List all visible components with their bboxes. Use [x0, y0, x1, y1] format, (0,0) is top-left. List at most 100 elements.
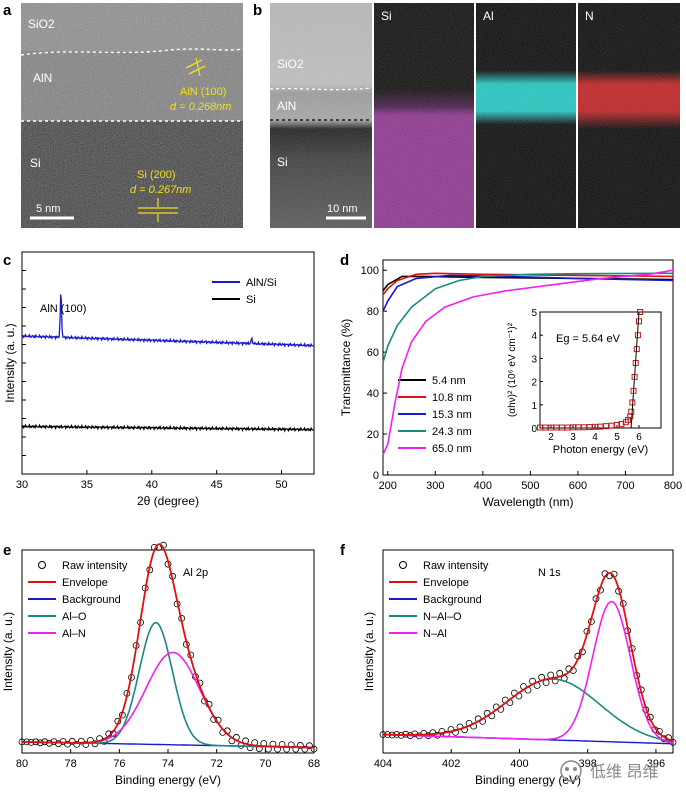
inset-ytick-label: 4	[531, 331, 537, 342]
xrd-xtick-label: 35	[81, 479, 93, 491]
inset-xtick-label: 6	[636, 432, 642, 443]
trans-xtick-label: 600	[569, 480, 587, 492]
xps-f-legend-label: N–Al	[423, 628, 447, 640]
inset-point	[637, 309, 644, 315]
xps-f-xtick-label: 402	[442, 758, 460, 770]
trans-ytick-label: 20	[367, 429, 379, 441]
xps-f-envelope-line	[383, 572, 674, 742]
eds-map-al-texture	[476, 3, 576, 228]
trans-legend-label: 24.3 nm	[432, 426, 472, 438]
xps-e-xtick-label: 72	[211, 758, 223, 770]
trans-ytick-label: 80	[367, 306, 379, 318]
panel-label-e: e	[3, 542, 11, 559]
xps-e-xlabel: Binding energy (eV)	[115, 773, 221, 787]
scalebar-a-label: 5 nm	[36, 203, 60, 215]
aln-spacing-label: d = 0.268nm	[170, 101, 231, 113]
trans-ytick-label: 60	[367, 347, 379, 359]
inset-ytick-label: 5	[531, 308, 537, 319]
panel-label-c: c	[3, 252, 11, 269]
xrd-legend-label: AlN/Si	[246, 277, 277, 289]
inset-xlabel: Photon energy (eV)	[553, 444, 648, 456]
xps-e-envelope-line	[21, 543, 315, 749]
inset-annotation: Eg = 5.64 eV	[556, 333, 621, 345]
xps-f-raw-point	[433, 731, 441, 739]
xps-e-legend-label: Background	[62, 594, 121, 606]
panel-label-b: b	[253, 2, 262, 19]
si-spacing-marker	[138, 198, 178, 222]
xps-f-xtick-label: 404	[374, 758, 392, 770]
trans-xtick-label: 400	[474, 480, 492, 492]
trans-xtick-label: 300	[426, 480, 444, 492]
watermark: 低维 昂维	[560, 760, 658, 782]
eds-map-si-texture	[374, 3, 474, 228]
xrd-xtick-label: 50	[275, 479, 287, 491]
layer-label-sio2: SiO2	[28, 17, 55, 31]
inset-point	[618, 421, 625, 428]
watermark-text: 低维 昂维	[590, 763, 658, 781]
chart-xps-al2p: e 80 78 76 74 72 70 68 Binding energy (eV) Intens…	[1, 541, 320, 787]
inset-point	[628, 408, 635, 415]
xps-f-raw-point	[452, 729, 459, 736]
si-spacing-label: d = 0.267nm	[130, 184, 191, 196]
trans-legend-label: 5.4 nm	[432, 375, 466, 387]
aln-plane-label: AlN (100)	[180, 86, 226, 98]
xps-f-xtick-label: 400	[510, 758, 528, 770]
panel-label-a: a	[3, 2, 12, 19]
xps-e-component-line	[21, 651, 315, 749]
xps-e-legend-label: Al–N	[62, 628, 86, 640]
trans-series-line	[382, 272, 674, 296]
xps-f-xlabel: Binding energy (eV)	[475, 773, 581, 787]
xrd-xlabel: 2θ (degree)	[137, 494, 199, 508]
trans-series-line	[382, 274, 674, 312]
xrd-legend-label: Si	[246, 294, 256, 306]
layer-label-si: Si	[30, 156, 41, 170]
trans-xtick-label: 800	[664, 480, 682, 492]
xps-e-legend-marker	[38, 561, 46, 569]
inset-ytick-label: 2	[531, 378, 537, 389]
xrd-series-line	[21, 294, 315, 348]
xrd-series-line	[21, 423, 315, 433]
panel-label-f: f	[340, 542, 346, 559]
eds-map-n-title: N	[585, 9, 594, 23]
inset-xtick-label: 2	[548, 432, 554, 443]
xps-e-raw-point	[310, 745, 318, 753]
scalebar-b-label: 10 nm	[327, 203, 358, 215]
xrd-peak-annotation: AlN (100)	[40, 303, 86, 315]
eds-map-si-title: Si	[381, 9, 392, 23]
inset-ytick-label: 1	[531, 401, 537, 412]
inset-ylabel: (αhν)² (10⁶ eV cm⁻¹)²	[507, 322, 518, 417]
watermark-icon	[560, 760, 582, 782]
inset-point	[614, 421, 620, 428]
b-layer-label-si: Si	[277, 155, 288, 169]
xps-e-xtick-label: 70	[259, 758, 271, 770]
trans-frame	[382, 259, 674, 476]
trans-xtick-label: 500	[521, 480, 539, 492]
inset-ytick-label: 3	[531, 354, 537, 365]
aln-spacing-marker	[185, 57, 206, 77]
xps-e-xtick-label: 76	[113, 758, 125, 770]
xps-e-xtick-label: 68	[308, 758, 320, 770]
eds-map-n-texture	[578, 3, 680, 228]
xps-f-legend-label: Background	[423, 594, 482, 606]
xps-f-title: N 1s	[538, 567, 561, 579]
xps-f-legend-marker	[399, 561, 407, 569]
inset-frame	[539, 311, 662, 429]
xps-e-raw-point	[301, 745, 309, 753]
trans-xtick-label: 700	[616, 480, 634, 492]
xps-e-xtick-label: 78	[65, 758, 77, 770]
xps-e-xtick-label: 74	[162, 758, 174, 770]
xps-e-legend-label: Raw intensity	[62, 560, 128, 572]
xps-e-raw-point	[73, 741, 81, 748]
tem-lattice-texture	[21, 3, 243, 228]
xps-e-raw-point	[296, 741, 304, 749]
inset-xtick-label: 4	[592, 432, 598, 443]
panel-b: b SiO2 AlN Si 10 nm Si Al N	[253, 2, 680, 228]
xps-e-raw-point	[292, 745, 300, 753]
inset-ytick-label: 0	[531, 424, 537, 435]
xps-f-legend-label: N–Al–O	[423, 611, 462, 623]
trans-legend-label: 65.0 nm	[432, 443, 472, 455]
xrd-xtick-label: 40	[146, 479, 158, 491]
xrd-xtick-label: 45	[211, 479, 223, 491]
eds-map-al-title: Al	[483, 9, 494, 23]
